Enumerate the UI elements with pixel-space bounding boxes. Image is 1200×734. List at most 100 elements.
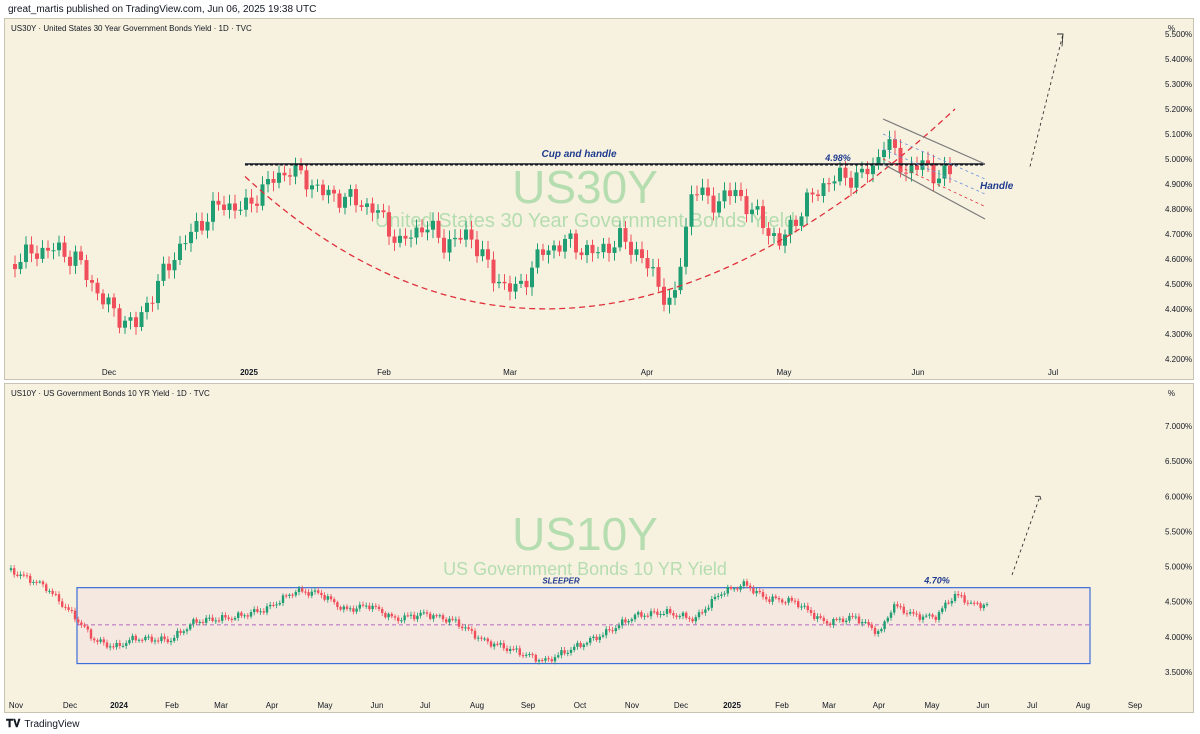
candle bbox=[118, 642, 121, 646]
candle bbox=[106, 297, 111, 305]
candle bbox=[436, 220, 441, 238]
candle bbox=[505, 648, 509, 652]
candle bbox=[665, 609, 669, 614]
candle bbox=[216, 200, 221, 205]
candle bbox=[147, 636, 150, 638]
candle bbox=[329, 596, 333, 600]
candle bbox=[942, 165, 947, 179]
candle bbox=[64, 606, 67, 608]
candle bbox=[546, 250, 551, 255]
candle bbox=[86, 626, 89, 630]
candle bbox=[13, 264, 17, 270]
candle bbox=[105, 642, 109, 648]
candle bbox=[32, 581, 35, 583]
candle bbox=[524, 280, 529, 288]
candle bbox=[201, 621, 205, 623]
candle bbox=[825, 620, 829, 624]
candle bbox=[137, 639, 141, 641]
candle bbox=[101, 293, 105, 305]
candle bbox=[793, 600, 797, 602]
candle bbox=[156, 280, 160, 304]
candle bbox=[854, 616, 857, 618]
candle bbox=[973, 602, 976, 604]
candle bbox=[585, 244, 589, 256]
x-tick-label: Jun bbox=[977, 701, 990, 710]
handle-channel-inner bbox=[882, 148, 986, 195]
candle bbox=[139, 312, 144, 328]
y-tick-label: 5.000% bbox=[1165, 155, 1192, 164]
candle bbox=[849, 177, 853, 188]
candle bbox=[112, 646, 115, 648]
candle bbox=[278, 602, 281, 605]
candle bbox=[530, 267, 534, 288]
candle bbox=[614, 628, 617, 632]
candle bbox=[499, 643, 502, 645]
candle bbox=[57, 594, 61, 602]
candle bbox=[838, 618, 841, 620]
us10y-chart-panel[interactable]: US10Y · US Government Bonds 10 YR Yield … bbox=[4, 383, 1194, 713]
candle bbox=[873, 627, 877, 634]
candle bbox=[925, 615, 928, 617]
candle bbox=[62, 242, 67, 257]
candle bbox=[969, 602, 973, 604]
candle bbox=[601, 635, 605, 637]
candle bbox=[579, 252, 584, 256]
candle bbox=[788, 219, 793, 235]
candle bbox=[361, 604, 365, 606]
candle bbox=[41, 581, 45, 585]
candle bbox=[189, 231, 193, 244]
candle bbox=[425, 229, 430, 233]
candle bbox=[332, 189, 336, 194]
candle bbox=[557, 245, 562, 252]
candle bbox=[886, 617, 889, 622]
y-tick-label: 3.500% bbox=[1165, 668, 1192, 677]
candle bbox=[623, 228, 628, 242]
candle bbox=[269, 604, 272, 607]
candle bbox=[96, 640, 99, 642]
candle bbox=[544, 658, 547, 661]
candle bbox=[109, 646, 112, 648]
candle bbox=[205, 221, 210, 231]
y-tick-label: 4.500% bbox=[1165, 280, 1192, 289]
candle bbox=[934, 616, 937, 620]
publish-header: great_martis published on TradingView.co… bbox=[8, 4, 317, 15]
candle bbox=[649, 611, 653, 617]
candle bbox=[429, 613, 432, 619]
candle bbox=[931, 614, 934, 617]
y-tick-label: 7.000% bbox=[1165, 422, 1192, 431]
candle bbox=[822, 617, 825, 621]
projection-arrow bbox=[1011, 496, 1041, 576]
candle bbox=[673, 290, 677, 298]
candle bbox=[629, 241, 633, 255]
candle bbox=[569, 649, 573, 653]
candle bbox=[445, 619, 448, 623]
candle bbox=[307, 592, 310, 596]
candle bbox=[29, 244, 34, 254]
candle bbox=[966, 602, 969, 604]
y-tick-label: 5.000% bbox=[1165, 563, 1192, 572]
candle bbox=[457, 619, 461, 627]
candle bbox=[889, 612, 893, 618]
us30y-chart-panel[interactable]: US30Y · United States 30 Year Government… bbox=[4, 18, 1194, 380]
candle bbox=[150, 636, 153, 642]
candle bbox=[535, 249, 540, 268]
candle bbox=[605, 629, 608, 636]
candle bbox=[179, 630, 182, 633]
candle bbox=[173, 637, 176, 641]
candle bbox=[161, 263, 166, 281]
projection-arrowhead bbox=[1057, 33, 1064, 47]
candle bbox=[547, 658, 550, 660]
candle bbox=[29, 575, 32, 583]
y-tick-label: 5.400% bbox=[1165, 55, 1192, 64]
candle bbox=[637, 612, 640, 615]
candle bbox=[486, 638, 489, 642]
candle bbox=[349, 608, 352, 610]
candle bbox=[947, 602, 950, 604]
candle bbox=[541, 660, 544, 662]
candle bbox=[684, 226, 688, 267]
candle bbox=[640, 612, 643, 617]
candle bbox=[24, 244, 28, 262]
candle bbox=[937, 612, 941, 620]
